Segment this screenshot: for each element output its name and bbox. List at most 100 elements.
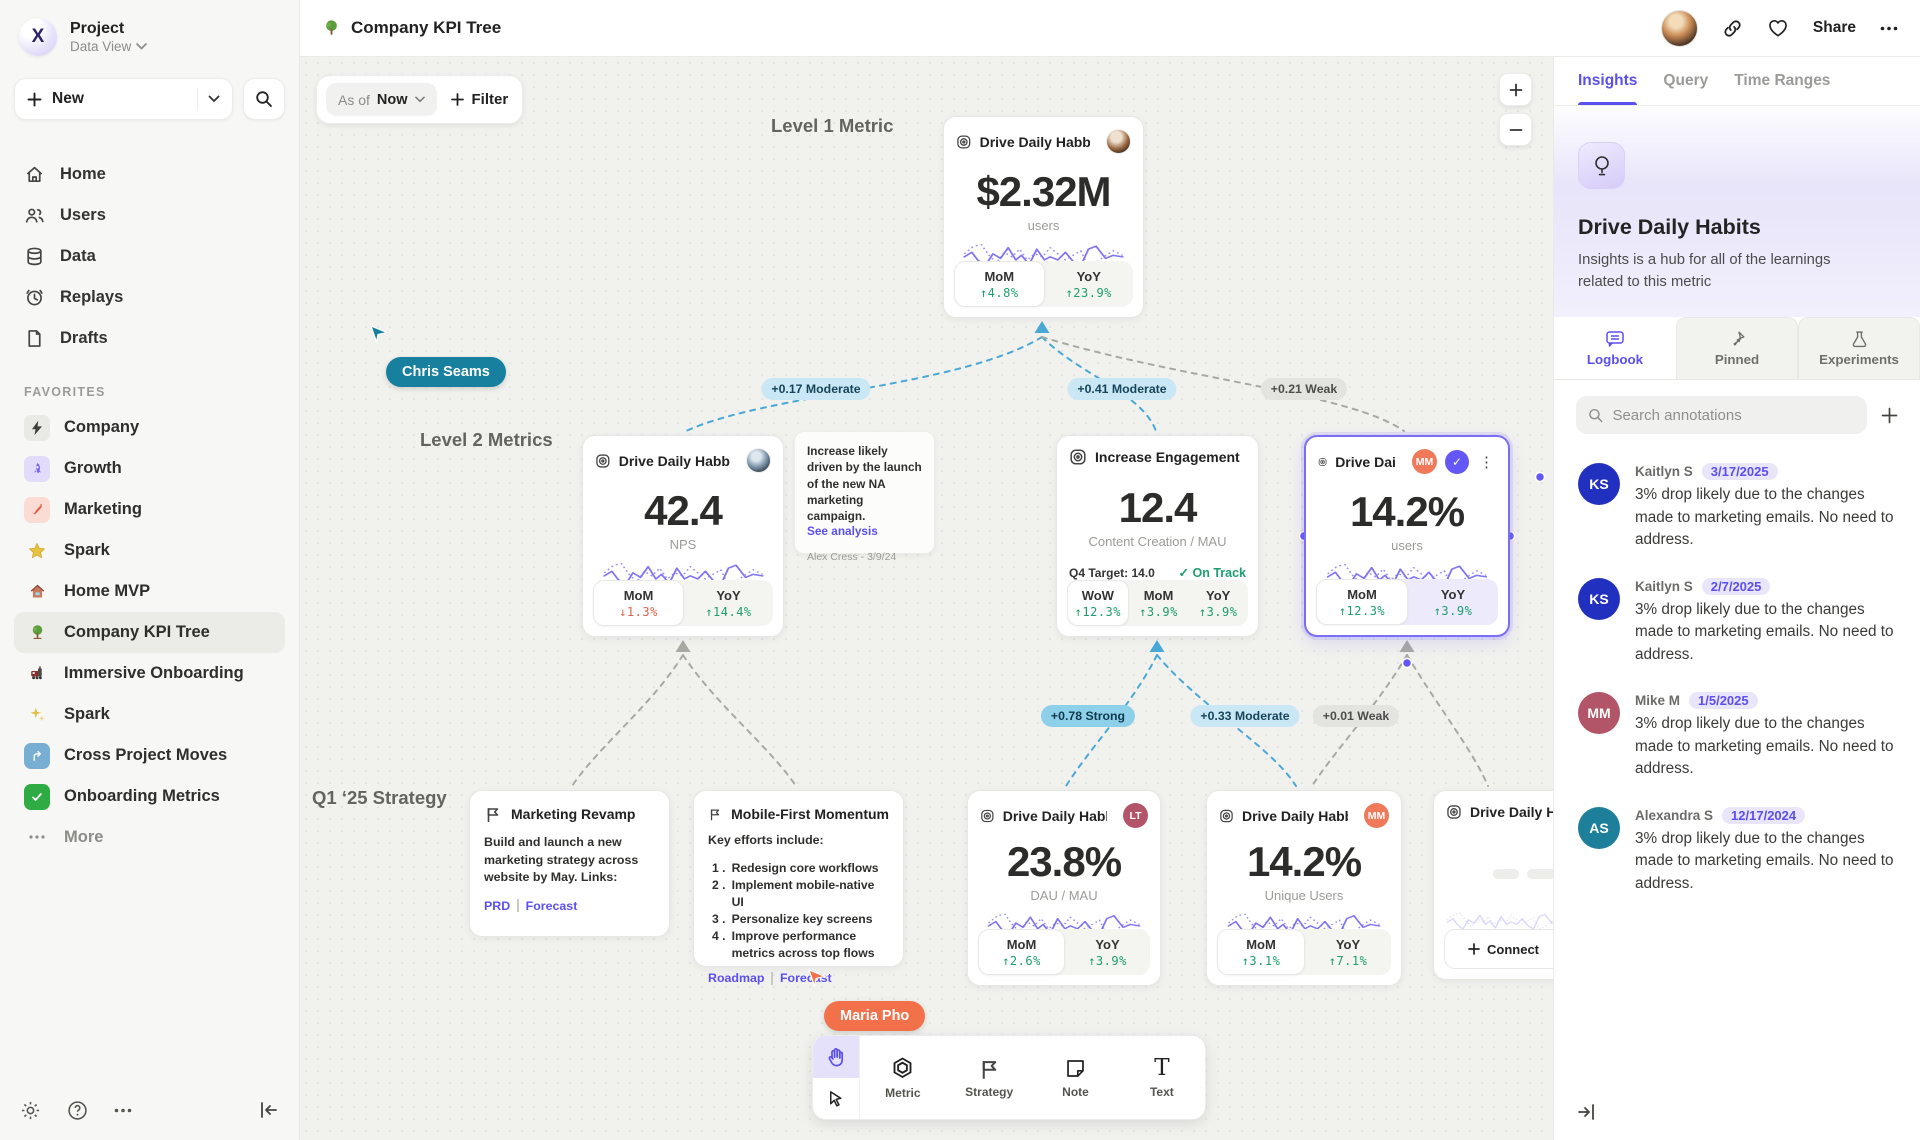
subtab-pinned[interactable]: Pinned: [1676, 317, 1798, 380]
board-title: Company KPI Tree: [322, 18, 501, 38]
card-menu-icon[interactable]: ⋮: [1479, 453, 1494, 471]
forecast-link[interactable]: Forecast: [525, 898, 578, 913]
sidebar-fav-company-kpi-tree[interactable]: Company KPI Tree: [14, 612, 285, 653]
stat-mom[interactable]: MoM ↑4.8%: [954, 261, 1045, 307]
select-tool-button[interactable]: [813, 1078, 859, 1120]
tab-time-ranges[interactable]: Time Ranges: [1734, 72, 1831, 89]
sidebar-fav-cross-project-moves[interactable]: Cross Project Moves: [14, 735, 285, 776]
metric-unit: NPS: [669, 537, 697, 552]
collaborator-badge: MM: [1364, 803, 1389, 828]
text-tool-button[interactable]: T Text: [1149, 1054, 1174, 1099]
stat-mom[interactable]: MoM ↓1.3%: [593, 580, 684, 626]
metric-card-level1[interactable]: Drive Daily Habbits $2.32M users MoM ↑4.…: [943, 116, 1144, 318]
tab-insights[interactable]: Insights: [1578, 57, 1638, 105]
metric-card-partial[interactable]: Drive Daily Hab Connect: [1433, 790, 1553, 980]
metric-value: 14.2%: [1246, 838, 1362, 885]
kpi-canvas[interactable]: As of Now Filter Level: [300, 57, 1553, 1140]
add-annotation-button[interactable]: [1881, 407, 1898, 424]
metric-card-selected[interactable]: Drive Daily Habb.. MM ✓ ⋮ 14.2% users Mo…: [1304, 435, 1510, 637]
sidebar-item-drafts[interactable]: Drafts: [14, 318, 285, 359]
metric-card-unique-users[interactable]: Drive Daily Habbits MM 14.2% Unique User…: [1206, 790, 1402, 986]
metric-card-engagement[interactable]: Increase Engagement 12.4 Content Creatio…: [1056, 435, 1259, 637]
zoom-out-button[interactable]: [1499, 113, 1532, 146]
metric-value: $2.32M: [976, 168, 1111, 215]
sidebar-fav-immersive-onboarding[interactable]: Immersive Onboarding: [14, 653, 285, 694]
sidebar-nav: Home Users Data Replays Drafts: [14, 154, 285, 359]
collapse-sidebar-icon[interactable]: [259, 1101, 279, 1119]
favorite-heart-icon[interactable]: [1767, 18, 1789, 38]
stat-mom[interactable]: MoM ↑3.9%: [1139, 587, 1178, 619]
sidebar-item-data[interactable]: Data: [14, 236, 285, 277]
annotation-item[interactable]: KS Kaitlyn S 3/17/2025 3% drop likely du…: [1554, 450, 1920, 564]
zoom-in-button[interactable]: [1499, 73, 1532, 106]
stat-yoy[interactable]: YoY ↑14.4%: [705, 587, 752, 619]
verified-badge-icon: ✓: [1445, 449, 1469, 474]
annotation-search-input[interactable]: [1612, 406, 1855, 424]
sidebar-more[interactable]: More: [14, 817, 285, 857]
chevron-down-icon[interactable]: [208, 95, 220, 103]
strategy-tool-button[interactable]: Strategy: [946, 1036, 1032, 1119]
project-switcher[interactable]: X Project Data View: [14, 18, 285, 56]
sidebar-item-label: Data: [60, 247, 96, 265]
sidebar: X Project Data View New: [0, 0, 300, 1140]
sidebar-fav-spark-2[interactable]: Spark: [14, 694, 285, 735]
annotation-item[interactable]: AS Alexandra S 12/17/2024 3% drop likely…: [1554, 794, 1920, 908]
sidebar-fav-onboarding-metrics[interactable]: Onboarding Metrics: [14, 776, 285, 817]
stat-yoy[interactable]: YoY ↑3.9%: [1088, 936, 1127, 968]
hand-tool-button[interactable]: [813, 1036, 859, 1078]
note-tool-button[interactable]: Note: [1032, 1036, 1118, 1119]
metric-tool-button[interactable]: Metric: [860, 1036, 946, 1119]
sidebar-item-replays[interactable]: Replays: [14, 277, 285, 318]
share-button[interactable]: Share: [1812, 19, 1856, 36]
metric-scope-icon: [596, 453, 610, 468]
annotation-item[interactable]: MM Mike M 1/5/2025 3% drop likely due to…: [1554, 679, 1920, 793]
as-of-dropdown[interactable]: As of Now: [326, 83, 437, 116]
stat-yoy[interactable]: YoY ↑3.9%: [1433, 586, 1473, 618]
copy-link-icon[interactable]: [1722, 18, 1743, 39]
plus-icon: [27, 92, 42, 106]
canvas-annotation-note[interactable]: Increase likely driven by the launch of …: [794, 431, 935, 563]
collapse-panel-icon[interactable]: [1576, 1103, 1596, 1126]
sidebar-fav-spark[interactable]: Spark: [14, 530, 285, 571]
rocket-icon: [24, 455, 50, 482]
strategy-card-marketing-revamp[interactable]: Marketing Revamp Build and launch a new …: [469, 790, 670, 937]
stat-mom[interactable]: MoM ↑12.3%: [1316, 579, 1408, 625]
more-options-icon[interactable]: [114, 1108, 132, 1113]
filter-button[interactable]: Filter: [450, 91, 508, 108]
sidebar-fav-marketing[interactable]: Marketing: [14, 489, 285, 530]
annotation-search[interactable]: [1576, 396, 1867, 435]
metric-card-nps[interactable]: Drive Daily Habbits 42.4 NPS MoM ↓1.3% Y: [582, 435, 784, 637]
see-analysis-link[interactable]: See analysis: [807, 524, 878, 539]
new-button[interactable]: New: [14, 78, 233, 120]
settings-gear-icon[interactable]: [20, 1100, 41, 1121]
annotation-item[interactable]: KS Kaitlyn S 2/7/2025 3% drop likely due…: [1554, 565, 1920, 679]
sidebar-item-home[interactable]: Home: [14, 154, 285, 195]
connect-button[interactable]: Connect: [1444, 929, 1553, 969]
stat-yoy[interactable]: YoY ↑7.1%: [1328, 936, 1368, 968]
level1-label: Level 1 Metric: [771, 115, 894, 136]
prd-link[interactable]: PRD: [484, 898, 511, 913]
stat-mom[interactable]: MoM ↑3.1%: [1217, 929, 1305, 975]
metric-card-dau-mau[interactable]: Drive Daily Habbits LT 23.8% DAU / MAU M…: [967, 790, 1161, 986]
stat-yoy[interactable]: YoY ↑23.9%: [1065, 268, 1112, 300]
sidebar-item-users[interactable]: Users: [14, 195, 285, 236]
project-subtitle[interactable]: Data View: [70, 39, 148, 54]
roadmap-link[interactable]: Roadmap: [708, 971, 765, 986]
tab-query[interactable]: Query: [1663, 72, 1709, 89]
subtab-experiments[interactable]: Experiments: [1798, 317, 1920, 380]
database-icon: [27, 247, 42, 266]
sidebar-fav-growth[interactable]: Growth: [14, 448, 285, 489]
strategy-card-mobile-first[interactable]: Mobile-First Momentum Key efforts includ…: [693, 790, 904, 985]
app-logo: X: [19, 18, 57, 56]
user-avatar[interactable]: [1660, 9, 1698, 47]
stat-yoy[interactable]: YoY ↑3.9%: [1198, 587, 1238, 619]
stat-mom[interactable]: MoM ↑2.6%: [978, 929, 1065, 975]
subtab-logbook[interactable]: Logbook: [1554, 317, 1676, 380]
sidebar-fav-company[interactable]: Company: [14, 407, 285, 448]
sidebar-fav-home-mvp[interactable]: Home MVP: [14, 571, 285, 612]
top-bar: Company KPI Tree Share: [300, 0, 1920, 57]
help-icon[interactable]: [67, 1100, 88, 1121]
more-menu-icon[interactable]: [1880, 26, 1898, 31]
search-button[interactable]: [243, 78, 285, 120]
stat-wow[interactable]: WoW ↑12.3%: [1067, 580, 1129, 626]
